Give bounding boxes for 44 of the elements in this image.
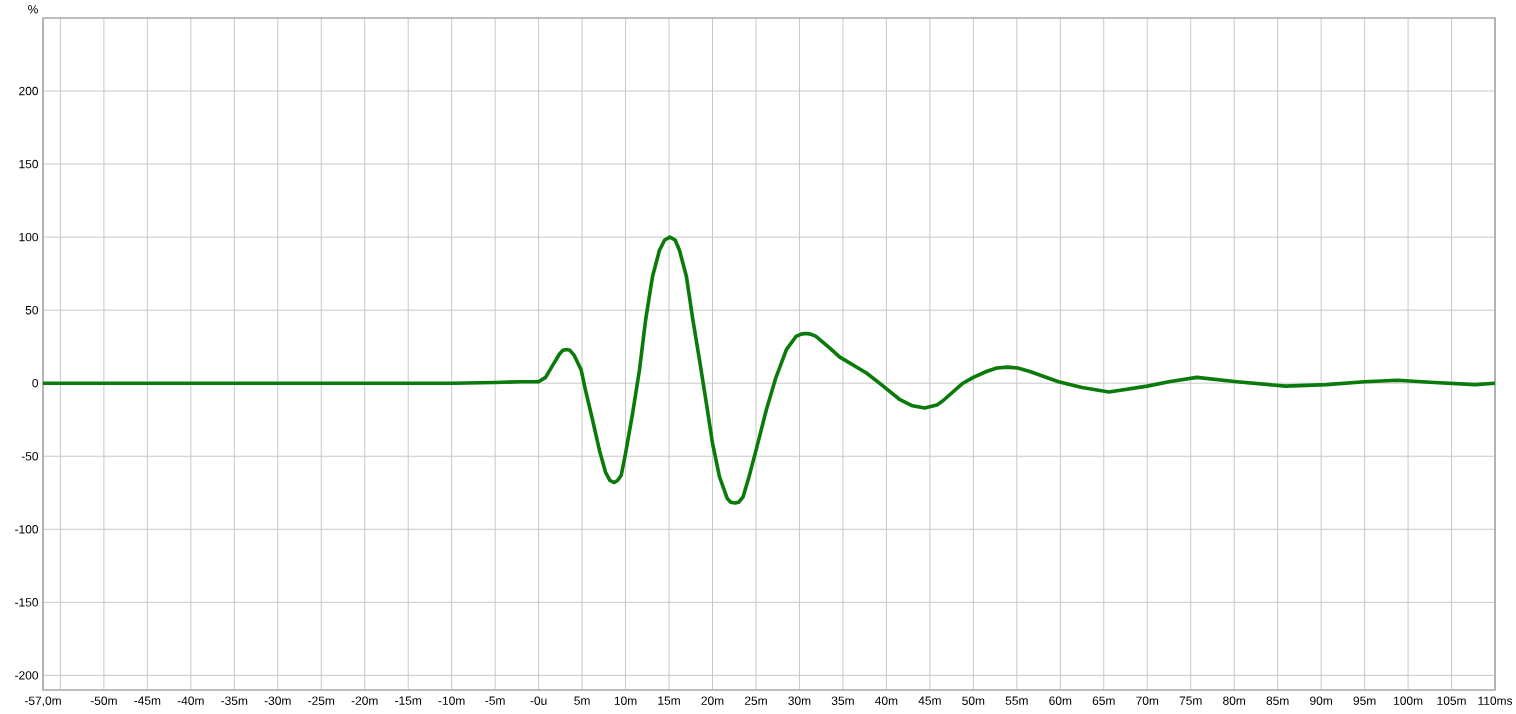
x-tick-label: -5m bbox=[485, 696, 505, 705]
x-tick-label: 50m bbox=[962, 696, 985, 705]
x-tick-label: -35m bbox=[221, 696, 248, 705]
x-tick-label: 15m bbox=[658, 696, 680, 705]
x-tick-label: 105m bbox=[1437, 696, 1466, 705]
x-tick-label: 25m bbox=[744, 696, 767, 705]
x-tick-label: -40m bbox=[177, 696, 204, 705]
x-tick-label: -50m bbox=[90, 696, 117, 705]
y-axis-title: % bbox=[28, 5, 38, 14]
x-tick-label: 20m bbox=[701, 696, 724, 705]
y-tick-label: 150 bbox=[19, 159, 39, 169]
y-tick-label: -50 bbox=[21, 452, 39, 461]
x-tick-label: 45m bbox=[918, 696, 941, 705]
x-tick-label: 5m bbox=[574, 696, 590, 705]
x-tick-label: 95m bbox=[1353, 696, 1376, 705]
y-tick-label: -150 bbox=[15, 598, 39, 607]
y-tick-label: 100 bbox=[19, 232, 39, 242]
x-tick-label: 80m bbox=[1223, 696, 1246, 705]
x-tick-label: 40m bbox=[875, 696, 898, 705]
x-tick-label: -57,0m bbox=[24, 696, 61, 707]
x-tick-label: 100m bbox=[1394, 696, 1423, 705]
x-tick-label: -25m bbox=[308, 696, 335, 705]
x-tick-label: 85m bbox=[1266, 696, 1289, 705]
x-tick-label: 75m bbox=[1179, 696, 1202, 705]
x-tick-label: -0u bbox=[530, 696, 547, 705]
x-tick-label: 90m bbox=[1310, 696, 1332, 705]
y-tick-label: 50 bbox=[25, 305, 39, 315]
x-tick-label: -15m bbox=[395, 696, 422, 705]
y-tick-label: 200 bbox=[19, 86, 39, 96]
x-tick-label: 10m bbox=[614, 696, 637, 705]
x-tick-label: 65m bbox=[1092, 696, 1115, 705]
x-tick-label: 30m bbox=[788, 696, 811, 705]
x-tick-label: 110ms bbox=[1478, 696, 1513, 705]
y-tick-label: -200 bbox=[15, 671, 39, 680]
x-tick-label: -30m bbox=[264, 696, 291, 705]
x-tick-label: -10m bbox=[438, 696, 465, 705]
x-tick-label: 35m bbox=[831, 696, 854, 705]
x-tick-label: 70m bbox=[1136, 696, 1159, 705]
x-tick-label: 55m bbox=[1005, 696, 1028, 705]
y-tick-label: -100 bbox=[15, 525, 39, 534]
x-tick-label: -20m bbox=[351, 696, 378, 705]
x-tick-label: -45m bbox=[134, 696, 161, 705]
x-tick-label: 60m bbox=[1049, 696, 1072, 705]
y-tick-label: 0 bbox=[32, 378, 39, 388]
